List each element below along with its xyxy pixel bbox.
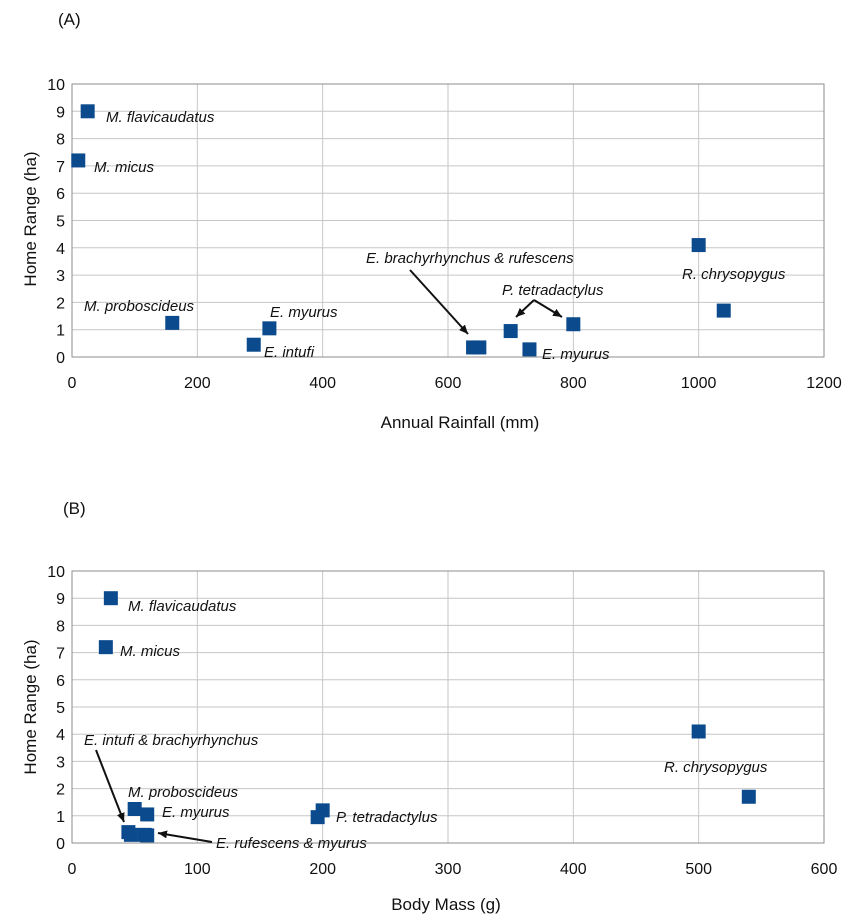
data-point-marker bbox=[716, 303, 731, 318]
panel-a-x-ticks: 0 200 400 600 800 1000 1200 bbox=[68, 375, 842, 392]
x-tick-label: 0 bbox=[68, 375, 77, 392]
data-point-marker bbox=[71, 153, 86, 168]
data-point-marker bbox=[103, 591, 118, 606]
label-r-chrysopygus: R. chrysopygus bbox=[664, 759, 768, 776]
y-tick-label: 1 bbox=[56, 323, 65, 340]
panel-b-plot-frame bbox=[71, 570, 825, 844]
x-tick-label: 200 bbox=[309, 861, 336, 878]
label-r-chrysopygus: R. chrysopygus bbox=[682, 266, 786, 283]
x-tick-label: 400 bbox=[560, 861, 587, 878]
label-m-micus: M. micus bbox=[120, 643, 181, 660]
y-tick-label: 4 bbox=[56, 241, 65, 258]
y-tick-label: 6 bbox=[56, 186, 65, 203]
arrow-to-p-tetradactylus bbox=[515, 299, 535, 318]
panel-a-markers bbox=[71, 104, 731, 357]
panel-b-x-ticks: 0 100 200 300 400 500 600 bbox=[68, 861, 838, 878]
label-m-proboscideus: M. proboscideus bbox=[128, 784, 239, 801]
panel-b-label: (B) bbox=[63, 499, 86, 518]
data-point-marker bbox=[246, 337, 261, 352]
label-p-tetradactylus: P. tetradactylus bbox=[336, 809, 438, 826]
x-tick-label: 1200 bbox=[806, 375, 842, 392]
panel-a-y-ticks: 0 1 2 3 4 5 6 7 8 9 10 bbox=[47, 77, 65, 367]
panel-a-x-axis-title: Annual Rainfall (mm) bbox=[381, 413, 540, 432]
label-e-myurus: E. myurus bbox=[270, 304, 338, 321]
y-tick-label: 1 bbox=[56, 809, 65, 826]
panel-b-y-axis-title: Home Range (ha) bbox=[21, 639, 40, 774]
panel-a-scatter-chart: (A) 0 1 2 3 4 5 6 7 8 9 10 0 200 400 600 800 1000 1200 A… bbox=[21, 10, 842, 432]
data-point-marker bbox=[140, 807, 155, 822]
x-tick-label: 600 bbox=[811, 861, 838, 878]
panel-a-label: (A) bbox=[58, 10, 81, 29]
panel-a-y-axis-title: Home Range (ha) bbox=[21, 151, 40, 286]
y-tick-label: 8 bbox=[56, 618, 65, 635]
y-tick-label: 9 bbox=[56, 591, 65, 608]
label-e-brachyrhynchus-rufescens: E. brachyrhynchus & rufescens bbox=[366, 250, 574, 267]
y-tick-label: 4 bbox=[56, 727, 65, 744]
y-tick-label: 8 bbox=[56, 132, 65, 149]
data-point-marker bbox=[566, 317, 581, 332]
data-point-marker bbox=[691, 238, 706, 253]
x-tick-label: 300 bbox=[435, 861, 462, 878]
data-point-marker bbox=[503, 324, 518, 339]
x-tick-label: 100 bbox=[184, 861, 211, 878]
y-tick-label: 5 bbox=[56, 214, 65, 231]
y-tick-label: 2 bbox=[56, 782, 65, 799]
x-tick-label: 0 bbox=[68, 861, 77, 878]
label-m-proboscideus: M. proboscideus bbox=[84, 298, 195, 315]
y-tick-label: 7 bbox=[56, 159, 65, 176]
y-tick-label: 0 bbox=[56, 350, 65, 367]
panel-b-x-axis-title: Body Mass (g) bbox=[391, 895, 501, 914]
panel-b-scatter-chart: (B) 0 1 2 3 4 5 6 7 8 9 10 0 100 200 300 400 500 600 Bod… bbox=[21, 499, 837, 914]
y-tick-label: 10 bbox=[47, 564, 65, 581]
label-p-tetradactylus: P. tetradactylus bbox=[502, 282, 604, 299]
data-point-marker bbox=[140, 828, 155, 843]
label-e-myurus: E. myurus bbox=[542, 346, 610, 363]
y-tick-label: 2 bbox=[56, 295, 65, 312]
arrow-to-e-intufi-brachyrhynchus bbox=[95, 749, 125, 823]
x-tick-label: 600 bbox=[435, 375, 462, 392]
label-e-intufi-brachyrhynchus: E. intufi & brachyrhynchus bbox=[84, 732, 259, 749]
data-point-marker bbox=[165, 315, 180, 330]
y-tick-label: 3 bbox=[56, 754, 65, 771]
data-point-marker bbox=[262, 321, 277, 336]
arrow-to-e-brachyrhynchus-rufescens bbox=[409, 269, 469, 335]
data-point-marker bbox=[123, 827, 138, 842]
label-e-rufescens-myurus: E. rufescens & myurus bbox=[216, 835, 367, 852]
data-point-marker bbox=[741, 789, 756, 804]
arrow-to-e-rufescens-myurus bbox=[157, 830, 213, 843]
data-point-marker bbox=[522, 342, 537, 357]
y-tick-label: 5 bbox=[56, 700, 65, 717]
y-tick-label: 6 bbox=[56, 673, 65, 690]
label-m-micus: M. micus bbox=[94, 159, 155, 176]
data-point-marker bbox=[472, 340, 487, 355]
data-point-marker bbox=[98, 640, 113, 655]
arrow-to-p-tetradactylus bbox=[533, 299, 563, 318]
data-point-marker bbox=[315, 803, 330, 818]
data-point-marker bbox=[691, 724, 706, 739]
panel-b-y-ticks: 0 1 2 3 4 5 6 7 8 9 10 bbox=[47, 564, 65, 853]
data-point-marker bbox=[127, 802, 142, 816]
panel-b-markers bbox=[98, 591, 756, 843]
x-tick-label: 800 bbox=[560, 375, 587, 392]
y-tick-label: 7 bbox=[56, 646, 65, 663]
x-tick-label: 200 bbox=[184, 375, 211, 392]
label-e-myurus: E. myurus bbox=[162, 804, 230, 821]
label-m-flavicaudatus: M. flavicaudatus bbox=[128, 598, 237, 615]
y-tick-label: 0 bbox=[56, 836, 65, 853]
x-tick-label: 1000 bbox=[681, 375, 717, 392]
panel-a-plot-frame bbox=[71, 83, 825, 358]
y-tick-label: 9 bbox=[56, 104, 65, 121]
y-tick-label: 3 bbox=[56, 268, 65, 285]
label-e-intufi: E. intufi bbox=[264, 344, 315, 361]
x-tick-label: 400 bbox=[309, 375, 336, 392]
y-tick-label: 10 bbox=[47, 77, 65, 94]
label-m-flavicaudatus: M. flavicaudatus bbox=[106, 109, 215, 126]
data-point-marker bbox=[80, 104, 95, 119]
x-tick-label: 500 bbox=[685, 861, 712, 878]
